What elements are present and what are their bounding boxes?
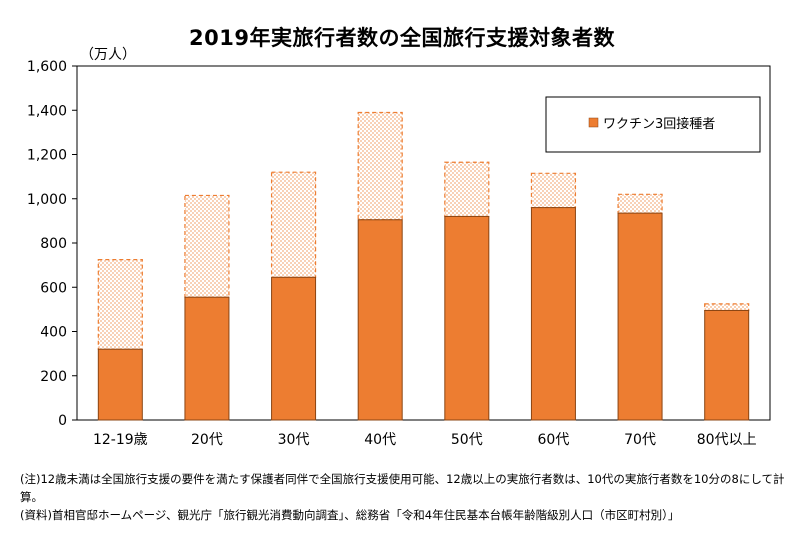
bar-remainder-segment — [270, 171, 317, 278]
bar-vaccinated-segment — [617, 212, 663, 421]
y-tick-label: 0 — [58, 413, 67, 429]
bar-vaccinated-segment — [444, 215, 490, 421]
bar-remainder-segment — [444, 161, 490, 218]
x-tick-label: 50代 — [451, 432, 483, 448]
bar-vaccinated-segment — [357, 219, 403, 421]
legend-box — [545, 96, 761, 153]
y-tick-label: 1,200 — [27, 148, 67, 164]
bar-vaccinated-segment — [271, 276, 317, 421]
footnote: (注)12歳未満は全国旅行支援の要件を満たす保護者同伴で全国旅行支援使用可能、1… — [20, 472, 785, 504]
y-tick-label: 400 — [40, 325, 67, 341]
y-tick-label: 1,600 — [27, 59, 67, 75]
bar-remainder-segment — [184, 194, 230, 298]
y-tick-label: 200 — [40, 369, 67, 385]
y-tick-label: 1,000 — [27, 192, 67, 208]
x-tick-label: 80代以上 — [697, 432, 757, 448]
plot-area: 0 200 400 600 800 1,000 1,200 1,400 1,600 12-19歳 2… — [27, 59, 771, 448]
bar-remainder-segment — [617, 193, 663, 214]
legend-swatch — [588, 117, 599, 128]
bar-vaccinated-segment — [704, 309, 750, 421]
y-tick-label: 800 — [40, 236, 67, 252]
x-tick-label: 20代 — [191, 432, 223, 448]
bar-remainder-segment — [704, 303, 750, 312]
y-tick-label: 1,400 — [27, 103, 67, 119]
x-tick-label: 40代 — [364, 432, 396, 448]
chart-title: 2019年実旅行者数の全国旅行支援対象者数 — [189, 26, 615, 50]
source-note: (資料)首相官邸ホームページ、観光庁「旅行観光消費動向調査」、総務省「令和4年住… — [20, 508, 680, 522]
x-tick-label: 30代 — [278, 432, 310, 448]
y-axis-unit-label: （万人） — [80, 47, 136, 63]
bar-vaccinated-segment — [184, 296, 230, 421]
x-tick-label: 12-19歳 — [93, 432, 148, 448]
bar-remainder-segment — [357, 111, 403, 221]
legend-label: ワクチン3回接種者 — [603, 116, 715, 132]
bar-vaccinated-segment — [97, 348, 143, 421]
bar-remainder-segment — [530, 172, 577, 209]
x-tick-label: 70代 — [624, 432, 656, 448]
y-tick-label: 600 — [40, 280, 67, 296]
bar-remainder-segment — [97, 258, 143, 350]
bar-vaccinated-segment — [530, 207, 576, 421]
x-tick-label: 60代 — [538, 432, 570, 448]
